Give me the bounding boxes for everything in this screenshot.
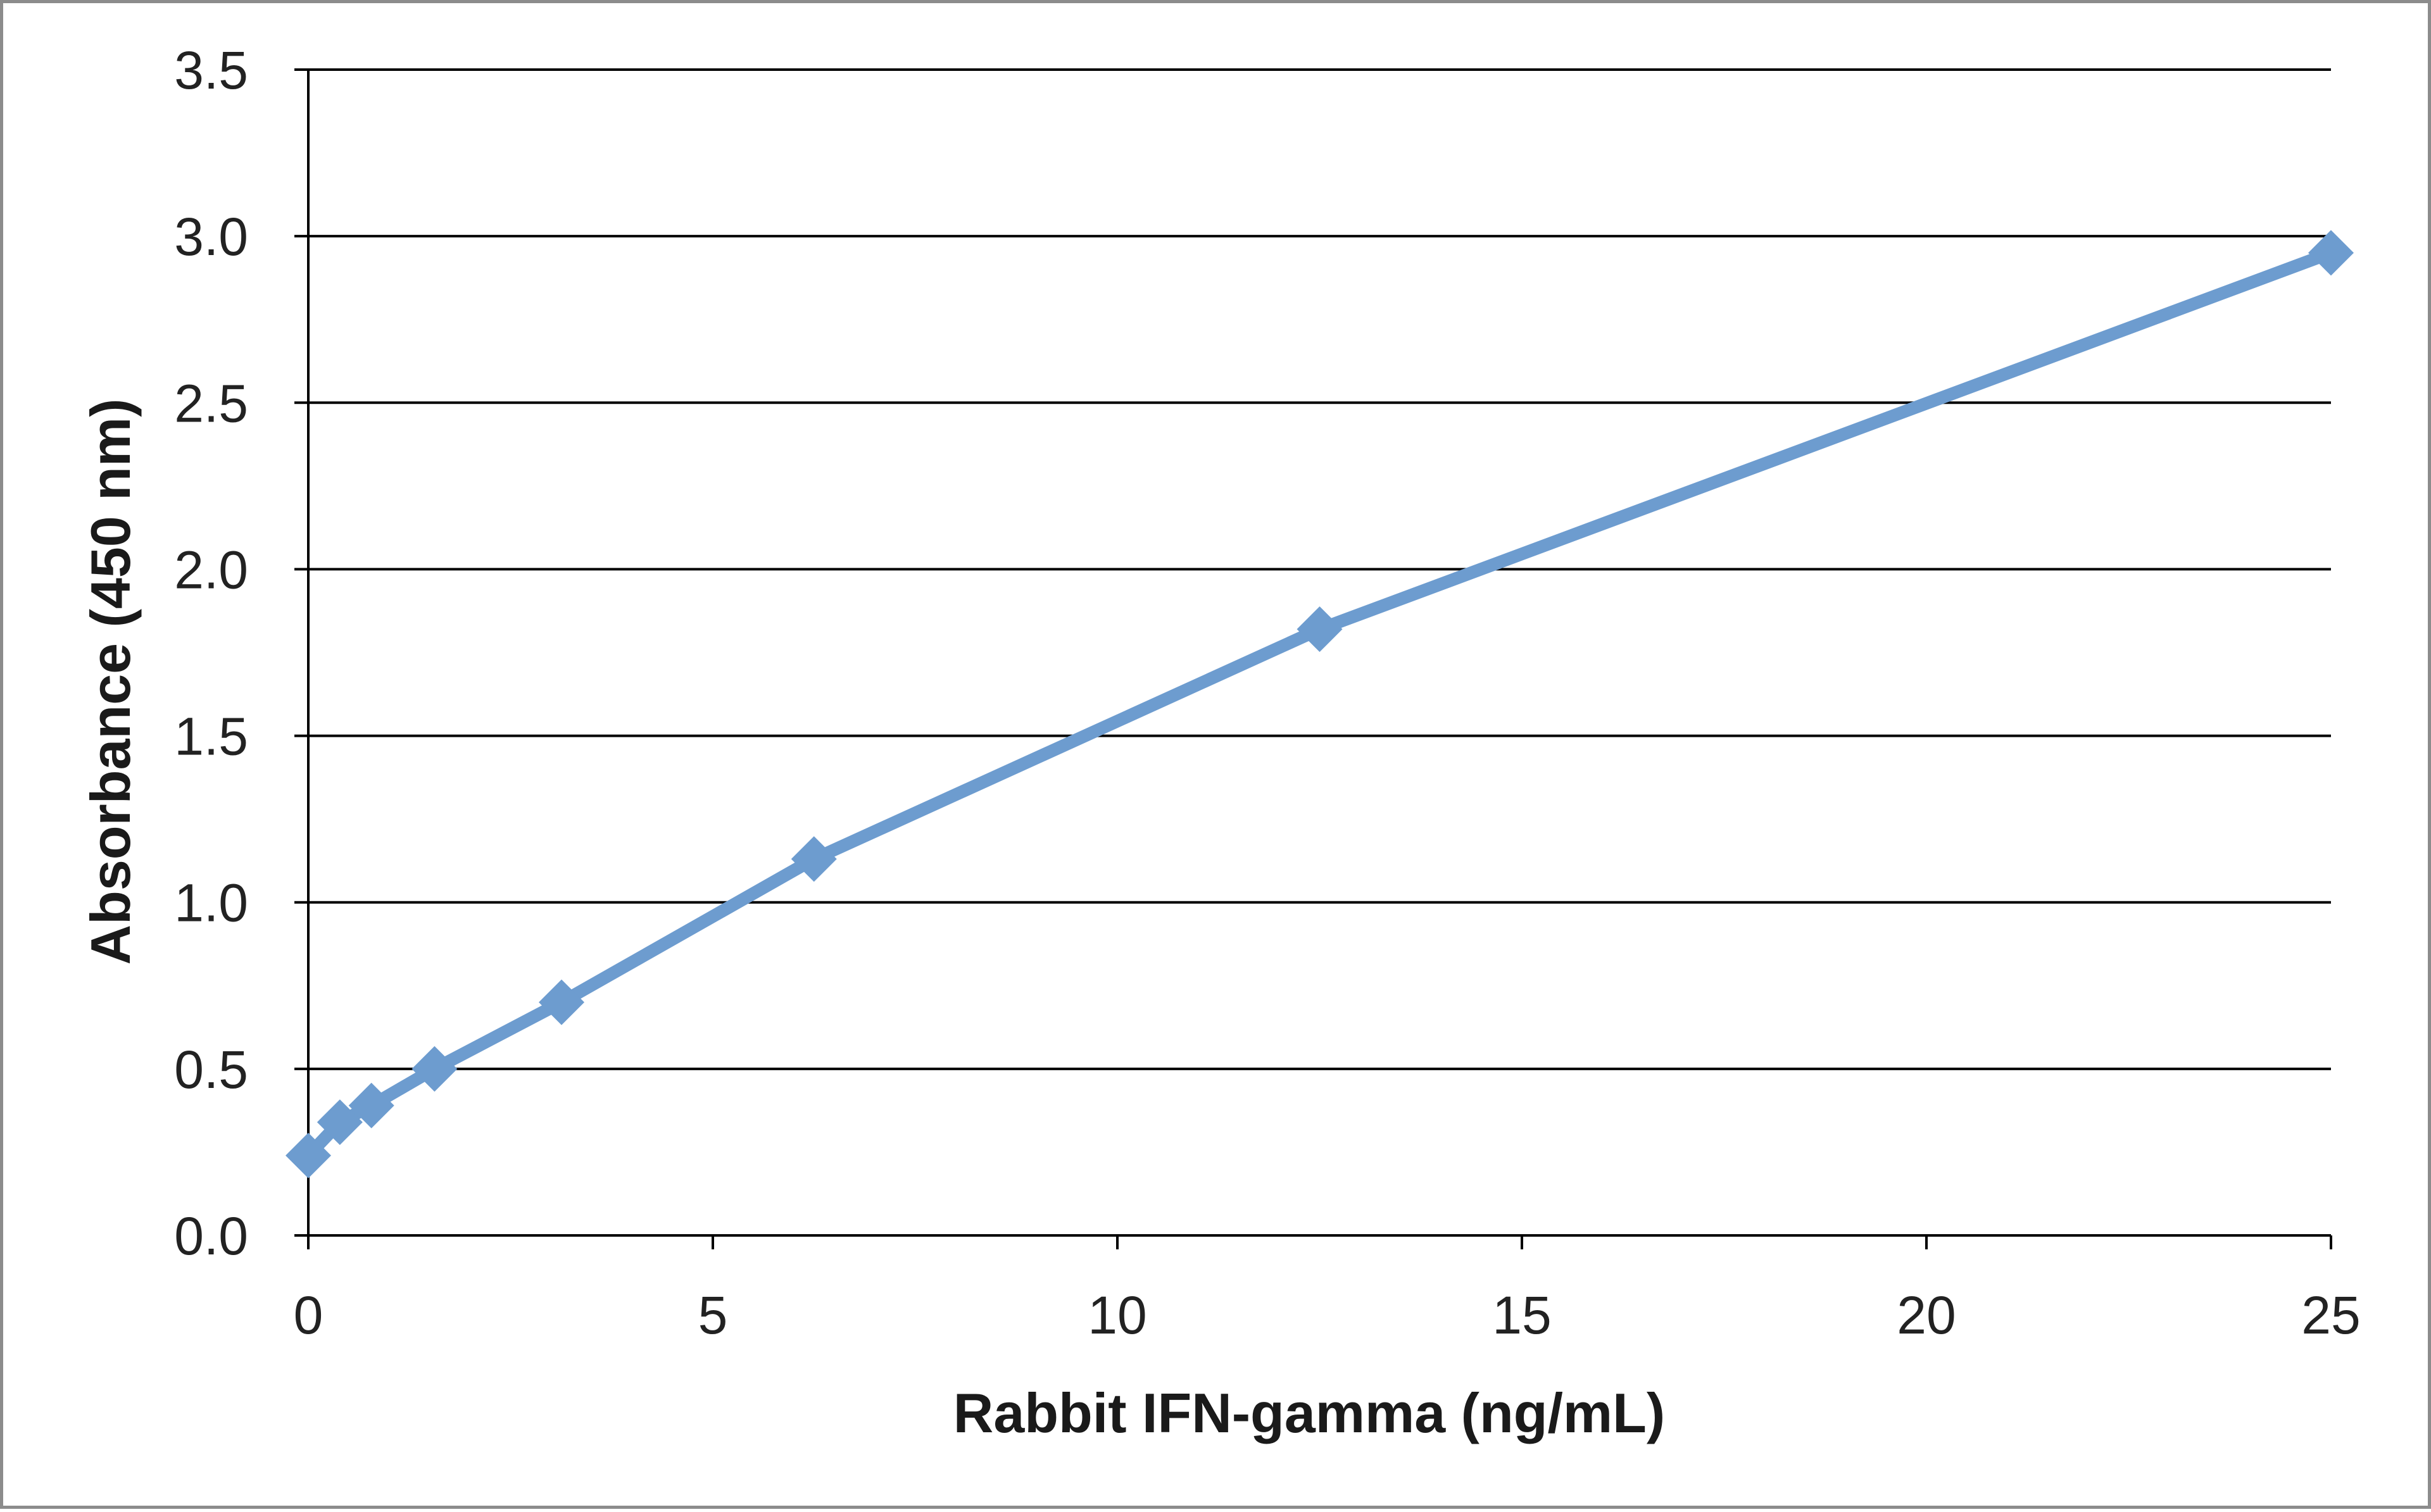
x-axis-title: Rabbit IFN-gamma (ng/mL) [953, 1382, 1665, 1444]
y-tick-label: 1.5 [174, 707, 248, 766]
x-tick-label: 10 [1088, 1285, 1146, 1345]
y-tick-label: 1.0 [174, 873, 248, 933]
y-tick-label: 0.5 [174, 1040, 248, 1099]
x-tick-label: 5 [698, 1285, 728, 1345]
data-point-marker [411, 1046, 458, 1092]
axes [294, 68, 2332, 1249]
data-point-marker [2308, 230, 2354, 276]
y-tick-label: 0.0 [174, 1206, 248, 1266]
data-point-marker [791, 836, 837, 882]
x-tick-label: 25 [2301, 1285, 2360, 1345]
tick-labels: 0.0 0.5 1.0 1.5 2.0 2.5 3.0 3.5 0 5 10 15 20 25 [174, 41, 2361, 1345]
y-axis-title: Absorbance (450 nm) [79, 399, 142, 965]
series-line [302, 246, 2337, 1162]
x-tick-label: 20 [1897, 1285, 1956, 1345]
y-tick-label: 3.5 [174, 41, 248, 100]
x-tick-label: 0 [294, 1285, 324, 1345]
data-point-marker [317, 1099, 363, 1146]
x-tick-label: 15 [1492, 1285, 1551, 1345]
data-point-marker [348, 1082, 394, 1128]
absorbance-chart: 0.0 0.5 1.0 1.5 2.0 2.5 3.0 3.5 0 5 10 15 20 25 Rabbi… [79, 41, 2361, 1444]
data-point-marker [1297, 606, 1343, 653]
data-point-marker [286, 1132, 331, 1178]
y-tick-label: 3.0 [174, 207, 248, 266]
y-tick-label: 2.0 [174, 540, 248, 599]
gridlines [308, 68, 2331, 1070]
y-tick-label: 2.5 [174, 373, 248, 433]
data-series [286, 230, 2354, 1178]
data-point-marker [539, 979, 585, 1025]
